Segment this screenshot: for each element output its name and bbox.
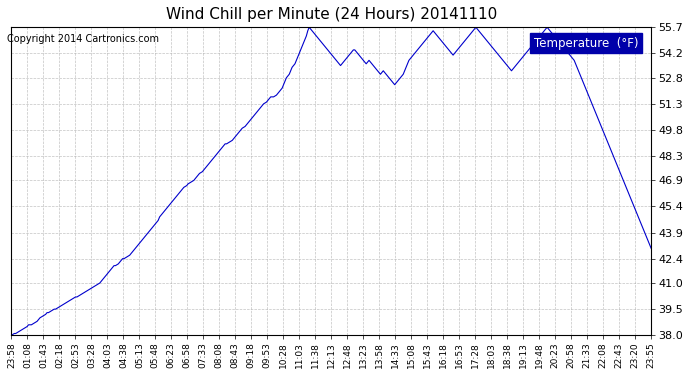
Text: Copyright 2014 Cartronics.com: Copyright 2014 Cartronics.com xyxy=(7,34,159,44)
Title: Wind Chill per Minute (24 Hours) 20141110: Wind Chill per Minute (24 Hours) 2014111… xyxy=(166,7,497,22)
Text: Temperature  (°F): Temperature (°F) xyxy=(534,36,638,50)
